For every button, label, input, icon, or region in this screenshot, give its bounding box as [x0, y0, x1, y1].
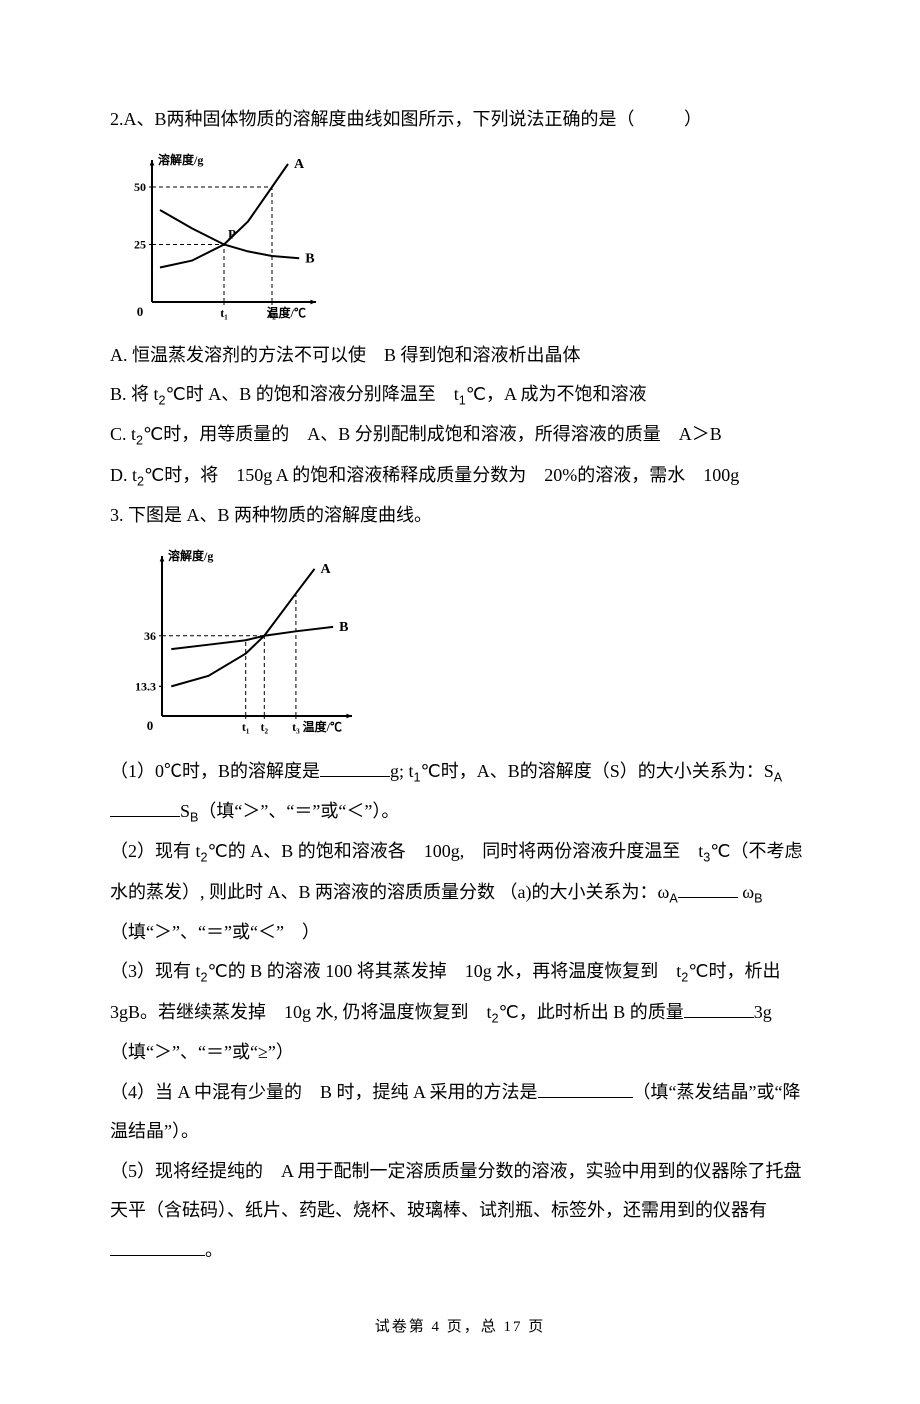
- svg-text:0: 0: [137, 304, 144, 319]
- sub-2g: 2: [492, 1011, 499, 1025]
- q3-part3: （3）现有 t2℃的 B 的溶液 100 将其蒸发掉 10g 水，再将温度恢复到…: [110, 952, 810, 1072]
- q2-stem-suffix: ）: [684, 109, 702, 129]
- q3-p3-b: ℃的 B 的溶液 100 将其蒸发掉 10g 水，再将温度恢复到 t: [208, 961, 682, 981]
- q2-b-post: ℃，A 成为不饱和溶液: [466, 384, 647, 404]
- footer-prefix: 试卷第: [375, 1319, 426, 1335]
- blank-6: [110, 1237, 205, 1256]
- q3-part4: （4）当 A 中混有少量的 B 时，提纯 A 采用的方法是（填“蒸发结晶”或“降…: [110, 1073, 810, 1152]
- q2-option-a: A. 恒温蒸发溶剂的方法不可以使 B 得到饱和溶液析出晶体: [110, 336, 810, 376]
- svg-text:50: 50: [134, 180, 146, 194]
- sub-a2: A: [669, 891, 677, 905]
- q2-chart: 02550t₁t₂溶解度/g温度/℃ABP: [110, 146, 330, 326]
- q2-b-pre: B. 将 t: [110, 384, 159, 404]
- blank: [320, 758, 390, 777]
- q2-stem-prefix: 2.A、B两种固体物质的溶解度曲线如图所示，下列说法正确的是（: [110, 109, 635, 129]
- sub-2e: 2: [201, 971, 208, 985]
- q3-p5-b: 。: [205, 1240, 223, 1260]
- svg-text:溶解度/g: 溶解度/g: [158, 152, 203, 167]
- q2-d-pre: D. t: [110, 465, 137, 485]
- sub-1: 1: [459, 394, 466, 408]
- footer-total: 17: [504, 1319, 523, 1335]
- q3-p1-a: （1）0℃时，B的溶解度是: [110, 761, 320, 781]
- svg-text:P: P: [228, 226, 236, 241]
- svg-text:温度/℃: 温度/℃: [267, 305, 306, 320]
- svg-text:0: 0: [147, 718, 154, 733]
- sub-2: 2: [159, 394, 166, 408]
- footer-page: 4: [431, 1319, 441, 1335]
- sub-2d: 2: [201, 851, 208, 865]
- q3-part2: （2）现有 t2℃的 A、B 的饱和溶液各 100g, 同时将两份溶液升度温至 …: [110, 832, 810, 952]
- svg-text:B: B: [339, 620, 348, 635]
- sub-a: A: [774, 770, 782, 784]
- q3-p3-d: ℃，此时析出 B 的质量: [499, 1002, 684, 1022]
- q3-p4-a: （4）当 A 中混有少量的 B 时，提纯 A 采用的方法是: [110, 1082, 538, 1102]
- q3-part1: （1）0℃时，B的溶解度是 g; t1℃时，A、B的溶解度（S）的大小关系为：SA…: [110, 752, 810, 833]
- q3-p1-c: ℃时，A、B的溶解度（S）的大小关系为：S: [421, 761, 774, 781]
- q2-c-pre: C. t: [110, 424, 136, 444]
- svg-text:B: B: [305, 251, 314, 266]
- svg-text:溶解度/g: 溶解度/g: [168, 548, 213, 563]
- q3-p1-d: S: [180, 801, 190, 821]
- svg-text:t₁: t₁: [220, 306, 228, 320]
- page-footer: 试卷第 4 页，总 17 页: [110, 1311, 810, 1344]
- svg-text:A: A: [321, 562, 332, 577]
- q3-p1-e: （填“＞”、“＝”或“＜”）。: [198, 801, 399, 821]
- footer-mid: 页，总: [447, 1319, 498, 1335]
- svg-text:A: A: [294, 157, 305, 172]
- blank-2: [110, 798, 180, 817]
- sub-1b: 1: [414, 770, 421, 784]
- q3-stem: 3. 下图是 A、B 两种物质的溶解度曲线。: [110, 496, 810, 536]
- q3-p3-a: （3）现有 t: [110, 961, 201, 981]
- q3-p1-b: g; t: [390, 761, 414, 781]
- sub-2c: 2: [137, 474, 144, 488]
- q2-d-post: ℃时，将 150g A 的饱和溶液稀释成质量分数为 20%的溶液，需水 100g: [144, 465, 739, 485]
- blank-3: [678, 879, 738, 898]
- svg-text:25: 25: [134, 237, 146, 251]
- svg-text:t₃: t₃: [292, 720, 300, 734]
- q3-p2-e: （填“＞”、“＝”或“＜” ）: [110, 922, 320, 942]
- svg-text:36: 36: [144, 628, 156, 642]
- sub-b2: B: [754, 891, 762, 905]
- q3-chart: 0 13.3 36 t₁ t₂ t₃ 溶解度/g 温度/℃ A B: [110, 542, 370, 742]
- q2-b-mid: ℃时 A、B 的饱和溶液分别降温至 t: [166, 384, 459, 404]
- q3-part5: （5）现将经提纯的 A 用于配制一定溶质质量分数的溶液，实验中用到的仪器除了托盘…: [110, 1152, 810, 1271]
- q3-p5-a: （5）现将经提纯的 A 用于配制一定溶质质量分数的溶液，实验中用到的仪器除了托盘…: [110, 1161, 802, 1221]
- q2-option-c: C. t2℃时，用等质量的 A、B 分别配制成饱和溶液，所得溶液的质量 A＞B: [110, 415, 810, 455]
- blank-4: [684, 999, 754, 1018]
- svg-text:温度/℃: 温度/℃: [303, 719, 342, 734]
- q3-p2-b: ℃的 A、B 的饱和溶液各 100g, 同时将两份溶液升度温至 t: [208, 841, 704, 861]
- svg-text:t₁: t₁: [242, 720, 250, 734]
- svg-text:13.3: 13.3: [135, 679, 156, 693]
- blank-5: [538, 1079, 633, 1098]
- q2-option-b: B. 将 t2℃时 A、B 的饱和溶液分别降温至 t1℃，A 成为不饱和溶液: [110, 375, 810, 415]
- svg-text:t₂: t₂: [261, 720, 269, 734]
- q2-stem: 2.A、B两种固体物质的溶解度曲线如图所示，下列说法正确的是（ ）: [110, 100, 810, 140]
- q3-p2-d: ω: [742, 882, 754, 902]
- footer-suffix: 页: [528, 1319, 545, 1335]
- sub-2b: 2: [136, 434, 143, 448]
- q2-option-d: D. t2℃时，将 150g A 的饱和溶液稀释成质量分数为 20%的溶液，需水…: [110, 456, 810, 496]
- q3-p2-a: （2）现有 t: [110, 841, 201, 861]
- q2-c-post: ℃时，用等质量的 A、B 分别配制成饱和溶液，所得溶液的质量 A＞B: [143, 424, 722, 444]
